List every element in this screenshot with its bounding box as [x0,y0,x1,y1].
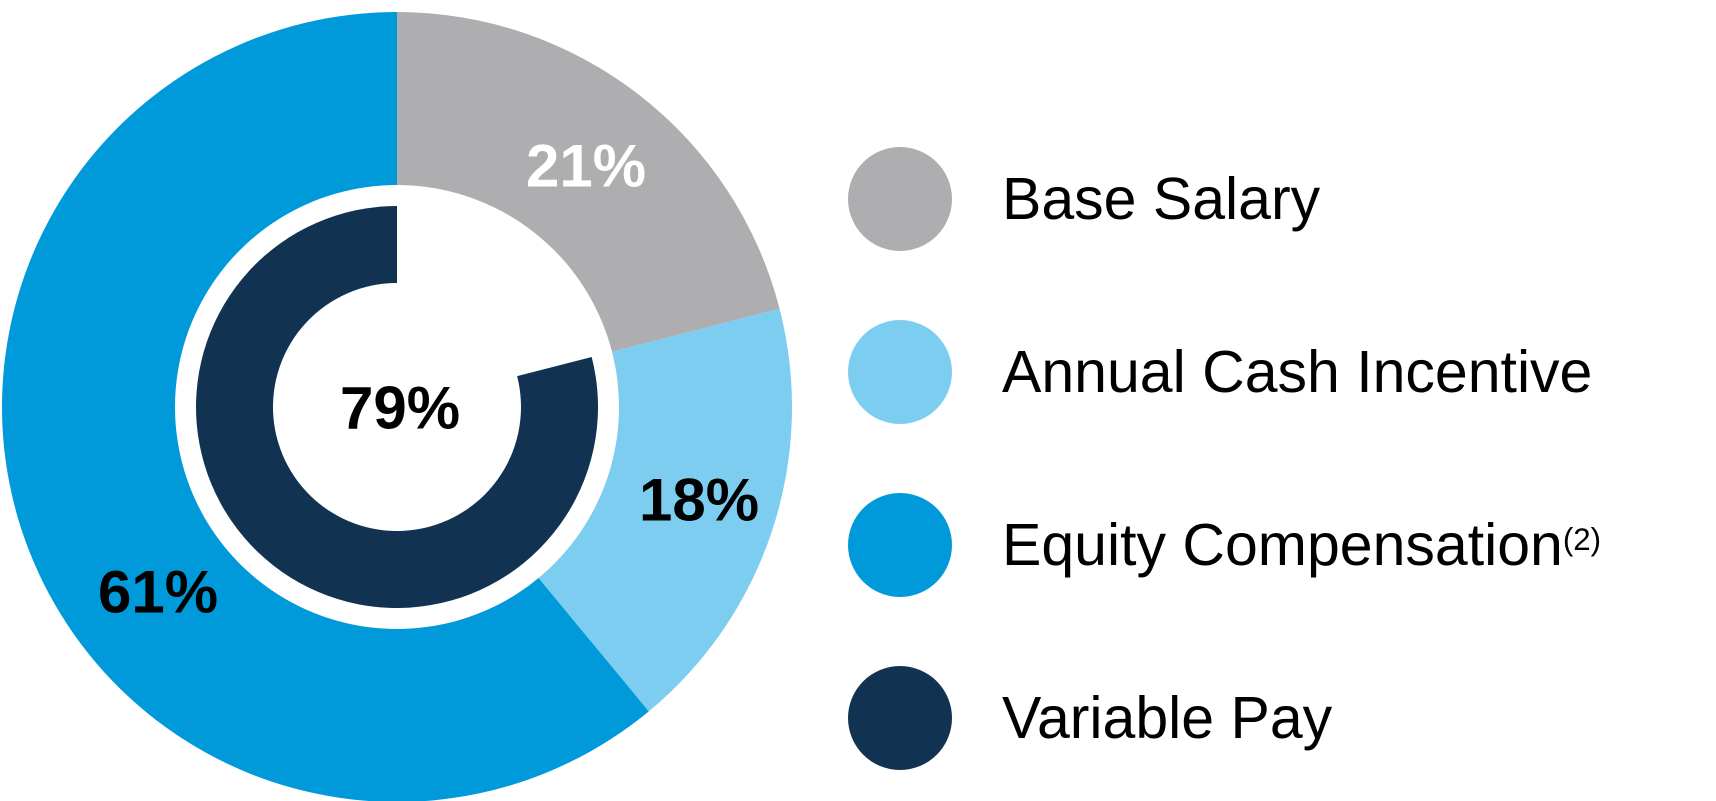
legend-footnote-marker: (2) [1562,522,1602,558]
legend-swatch-icon [848,147,952,251]
legend-swatch-icon [848,666,952,770]
legend-item-base-salary: Base Salary [848,147,1601,251]
legend-item-annual-cash-incentive: Annual Cash Incentive [848,320,1601,424]
slice-annual-cash-incentive [538,308,792,712]
slice-label-variable-pay: 79% [340,375,460,442]
legend-item-equity-compensation: Equity Compensation(2) [848,493,1601,597]
legend-item-variable-pay: Variable Pay [848,666,1601,770]
legend-label: Equity Compensation(2) [1002,511,1602,578]
slice-label-base-salary: 21% [526,133,646,200]
slice-base-salary [397,12,780,352]
legend-label: Base Salary [1002,165,1321,232]
legend-label: Annual Cash Incentive [1002,338,1593,405]
legend-label: Variable Pay [1002,684,1333,751]
legend: Base Salary Annual Cash Incentive Equity C… [848,147,1601,770]
slice-equity-compensation [2,12,649,801]
slice-variable-pay [196,206,599,608]
slice-label-equity-compensation: 61% [98,559,218,626]
slice-label-annual-cash-incentive: 18% [639,467,759,534]
legend-swatch-icon [848,493,952,597]
legend-swatch-icon [848,320,952,424]
